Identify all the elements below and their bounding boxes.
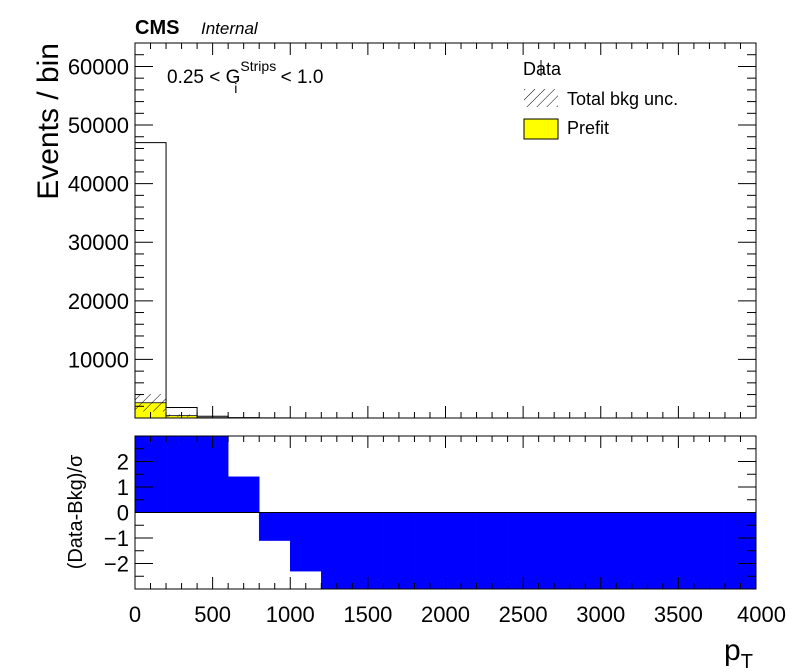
main-y-axis-title: Events / bin <box>32 43 65 200</box>
ratio-y-tick-label: 1 <box>117 475 129 500</box>
bkg-unc-band <box>135 393 167 412</box>
ratio-bar <box>507 512 539 589</box>
main-y-tick-label: 40000 <box>68 172 129 197</box>
legend-data-label: Data <box>523 59 562 79</box>
x-tick-label: 2000 <box>421 602 470 627</box>
ratio-bar <box>196 436 229 513</box>
cut-annotation-sup: Strips <box>240 58 276 74</box>
x-tick-label: 2500 <box>499 602 548 627</box>
legend-prefit-label: Prefit <box>567 118 609 138</box>
ratio-bar <box>662 512 695 589</box>
cut-annotation: 0.25 < GStrips i < 1.0 <box>167 58 323 96</box>
ratio-y-tick-label: 2 <box>117 450 129 475</box>
ratio-bar <box>165 436 198 513</box>
ratio-bar <box>414 512 446 589</box>
x-axis-title: pT <box>724 634 753 672</box>
cut-annotation-post: < 1.0 <box>275 67 323 88</box>
legend-bkg-unc-label: Total bkg unc. <box>567 89 678 109</box>
ratio-y-axis-title: (Data-Bkg)/σ <box>65 454 87 569</box>
ratio-bar <box>352 512 384 589</box>
legend: Data Total bkg unc. Prefit <box>523 59 678 140</box>
ratio-y-tick-label: 0 <box>117 501 129 526</box>
status-label: Internal <box>201 19 259 38</box>
main-y-tick-label: 60000 <box>68 54 129 79</box>
ratio-bar <box>693 512 726 589</box>
cut-annotation-pre: 0.25 < G <box>167 67 240 88</box>
legend-hatch-swatch <box>524 89 558 107</box>
ratio-bar <box>258 512 291 541</box>
ratio-bar <box>445 512 477 589</box>
x-tick-label: 4000 <box>737 602 786 627</box>
experiment-label: CMS <box>135 17 179 39</box>
ratio-bar <box>538 512 570 589</box>
main-y-tick-label: 30000 <box>68 230 129 255</box>
ratio-bar <box>476 512 508 589</box>
main-y-tick-label: 50000 <box>68 113 129 138</box>
ratio-y-tick-label: −1 <box>104 526 129 551</box>
main-y-tick-label: 10000 <box>68 347 129 372</box>
main-y-tick-label: 20000 <box>68 289 129 314</box>
data-histogram <box>135 142 756 418</box>
ratio-bar <box>383 512 415 589</box>
x-tick-label: 500 <box>194 602 231 627</box>
ratio-bar <box>290 512 322 572</box>
ratio-bar <box>227 476 260 513</box>
ratio-bar <box>600 512 633 589</box>
legend-prefit-swatch <box>523 118 559 140</box>
legend-item-bkg-unc: Total bkg unc. <box>524 89 678 109</box>
x-tick-label: 3500 <box>654 602 703 627</box>
ratio-y-tick-label: −2 <box>104 552 129 577</box>
ratio-bar <box>321 512 353 589</box>
ratio-bar <box>631 512 664 589</box>
cut-annotation-sub: i <box>234 80 237 96</box>
x-tick-label: 1000 <box>266 602 315 627</box>
x-tick-label: 3000 <box>576 602 625 627</box>
x-tick-label: 0 <box>129 602 141 627</box>
ratio-bar <box>569 512 602 589</box>
legend-item-data: Data <box>523 59 562 79</box>
x-tick-label: 1500 <box>343 602 392 627</box>
main-panel: 10000 20000 30000 40000 50000 60000 Events / … <box>32 42 757 419</box>
legend-item-prefit: Prefit <box>523 118 609 140</box>
